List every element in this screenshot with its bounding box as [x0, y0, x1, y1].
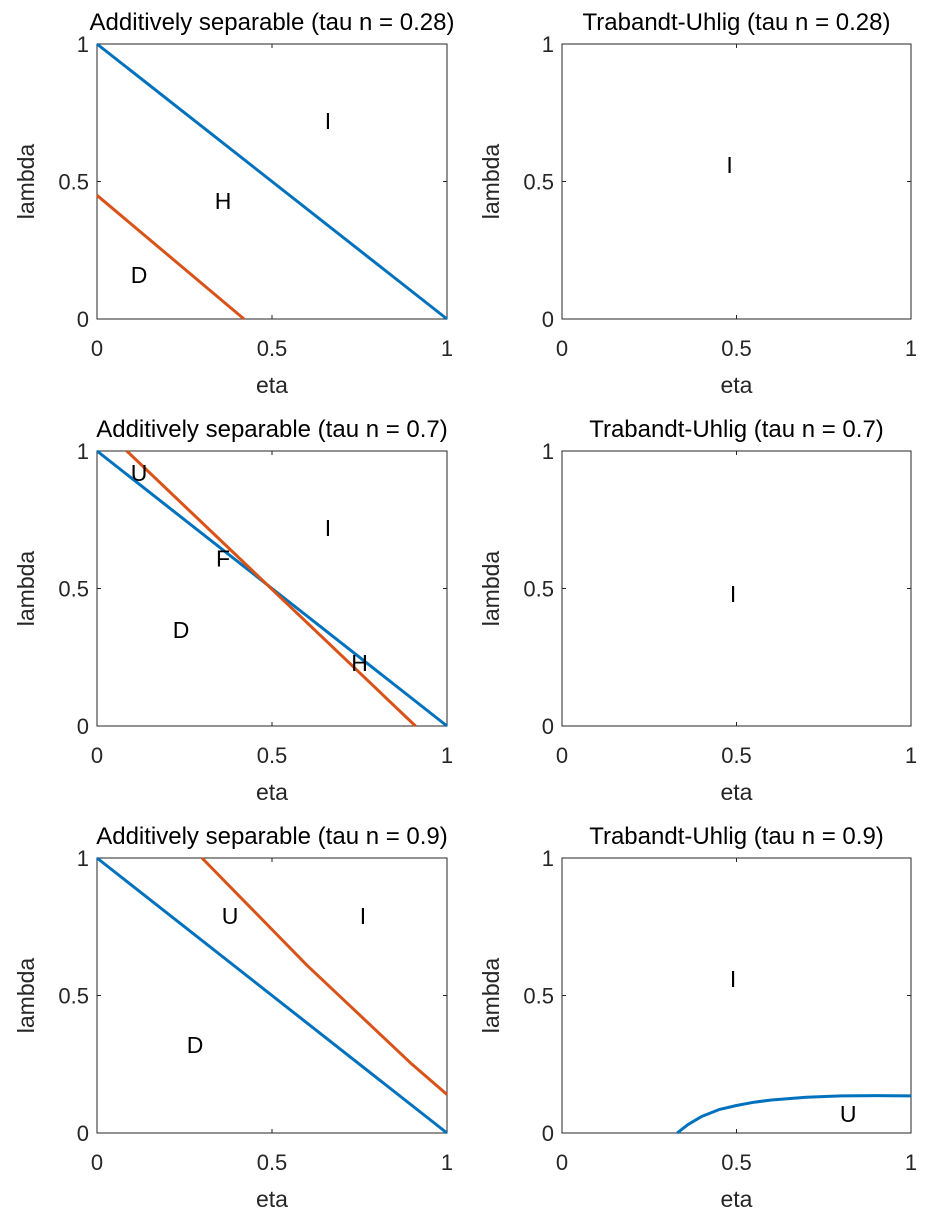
- y-tick-label: 1: [542, 439, 554, 464]
- x-axis-label: eta: [721, 779, 753, 805]
- x-tick-label: 1: [905, 743, 917, 768]
- axes-box: [561, 857, 912, 1134]
- region-label: I: [726, 152, 732, 178]
- x-tick-label: 0: [91, 336, 103, 361]
- y-axis-label: lambda: [478, 144, 504, 220]
- y-tick-label: 0.5: [523, 577, 554, 602]
- chart-title: Trabandt-Uhlig (tau n = 0.7): [589, 416, 884, 443]
- y-tick-label: 0: [77, 1121, 89, 1146]
- y-tick-label: 1: [77, 846, 89, 871]
- x-tick-label: 1: [441, 743, 453, 768]
- y-tick-label: 1: [542, 846, 554, 871]
- y-axis-label: lambda: [13, 958, 39, 1034]
- x-axis-label: eta: [256, 1186, 288, 1212]
- series-line: [96, 856, 448, 1135]
- region-label: D: [173, 617, 190, 643]
- x-tick-label: 0.5: [257, 1150, 288, 1175]
- region-label: I: [730, 966, 736, 992]
- series-line: [125, 449, 417, 728]
- x-tick-label: 0.5: [721, 336, 752, 361]
- x-tick-label: 1: [441, 1150, 453, 1175]
- x-tick-label: 0.5: [721, 1150, 752, 1175]
- y-axis-label: lambda: [478, 958, 504, 1034]
- x-tick-label: 1: [905, 336, 917, 361]
- region-label: D: [131, 262, 148, 288]
- region-label: F: [216, 545, 230, 571]
- region-label: U: [222, 903, 239, 929]
- region-label: I: [325, 515, 331, 541]
- x-tick-label: 0: [91, 1150, 103, 1175]
- region-label: I: [730, 581, 736, 607]
- region-label: H: [215, 188, 232, 214]
- y-tick-label: 1: [77, 439, 89, 464]
- chart-title: Additively separable (tau n = 0.7): [96, 416, 448, 443]
- x-axis-label: eta: [721, 372, 753, 398]
- x-tick-label: 0: [556, 1150, 568, 1175]
- y-tick-label: 0.5: [58, 577, 89, 602]
- y-tick-label: 0.5: [58, 170, 89, 195]
- axes-box: [561, 450, 912, 727]
- y-axis-label: lambda: [13, 551, 39, 627]
- x-tick-label: 0: [91, 743, 103, 768]
- y-axis-label: lambda: [478, 551, 504, 627]
- axes-box: [561, 43, 912, 320]
- y-tick-label: 0: [77, 714, 89, 739]
- y-tick-label: 0.5: [58, 984, 89, 1009]
- y-tick-label: 0: [542, 714, 554, 739]
- region-label: H: [351, 650, 368, 676]
- series-line: [200, 856, 448, 1096]
- x-tick-label: 0: [556, 336, 568, 361]
- x-tick-label: 1: [441, 336, 453, 361]
- series-line: [96, 194, 245, 321]
- y-tick-label: 0: [542, 307, 554, 332]
- chart-title: Additively separable (tau n = 0.28): [90, 9, 455, 36]
- x-tick-label: 0.5: [257, 336, 288, 361]
- chart-title: Additively separable (tau n = 0.9): [96, 823, 448, 850]
- x-tick-label: 1: [905, 1150, 917, 1175]
- region-label: I: [325, 108, 331, 134]
- y-tick-label: 0: [77, 307, 89, 332]
- x-tick-label: 0: [556, 743, 568, 768]
- region-label: D: [187, 1032, 204, 1058]
- x-axis-label: eta: [256, 372, 288, 398]
- region-label: U: [131, 460, 148, 486]
- chart-title: Trabandt-Uhlig (tau n = 0.28): [583, 9, 891, 36]
- series-line: [676, 1094, 912, 1135]
- y-axis-label: lambda: [13, 144, 39, 220]
- y-tick-label: 0: [542, 1121, 554, 1146]
- y-tick-label: 1: [77, 32, 89, 57]
- x-axis-label: eta: [256, 779, 288, 805]
- chart-title: Trabandt-Uhlig (tau n = 0.9): [589, 823, 884, 850]
- x-tick-label: 0.5: [257, 743, 288, 768]
- y-tick-label: 0.5: [523, 170, 554, 195]
- region-label: U: [840, 1101, 857, 1127]
- y-tick-label: 1: [542, 32, 554, 57]
- y-tick-label: 0.5: [523, 984, 554, 1009]
- series-line: [96, 42, 448, 321]
- x-tick-label: 0.5: [721, 743, 752, 768]
- x-axis-label: eta: [721, 1186, 753, 1212]
- region-label: I: [360, 903, 366, 929]
